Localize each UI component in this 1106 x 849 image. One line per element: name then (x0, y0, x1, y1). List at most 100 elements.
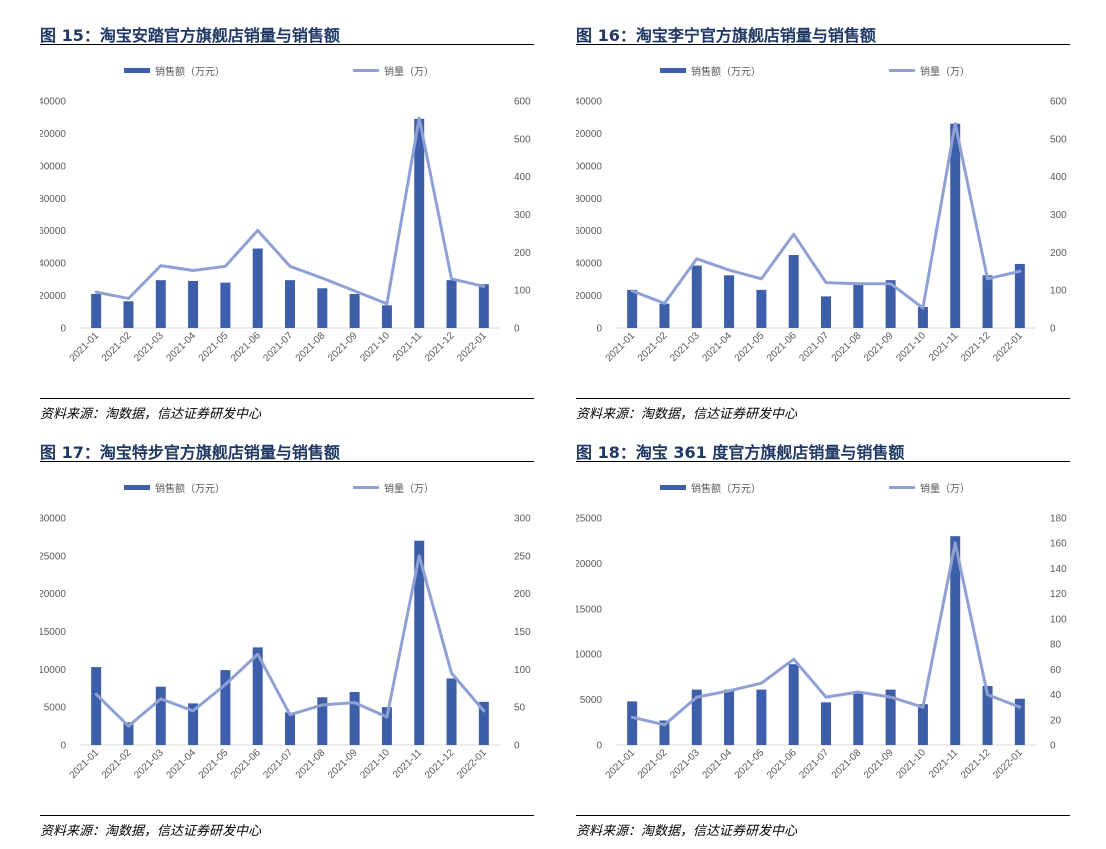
title-rule (576, 44, 1070, 45)
legend-label-line: 销量（万） (384, 482, 434, 495)
title-rule (40, 44, 534, 45)
source-note: 资料来源：淘数据，信达证券研发中心 (40, 824, 262, 839)
bar (414, 540, 425, 745)
bar (381, 305, 392, 328)
y-right-tick-label: 0 (1050, 324, 1056, 335)
legend-bar-swatch (660, 68, 686, 73)
y-left-tick-label: 10000 (40, 665, 66, 676)
x-tick-label: 2021-02 (636, 330, 670, 364)
bar (756, 689, 767, 745)
bar (91, 293, 102, 328)
y-right-tick-label: 600 (514, 97, 531, 108)
bar (478, 284, 489, 328)
bar (123, 301, 134, 328)
x-tick-label: 2021-04 (700, 747, 734, 781)
legend-label-line: 销量（万） (920, 65, 970, 78)
x-tick-label: 2021-05 (733, 747, 767, 781)
y-left-tick-label: 0 (60, 741, 66, 752)
combo-chart: 销售额（万元） 销量（万） 0 5000 10000 15000 20000 25000 300… (40, 482, 531, 781)
source-note: 资料来源：淘数据，信达证券研发中心 (576, 824, 798, 839)
x-tick-label: 2021-10 (358, 747, 392, 781)
combo-chart: 销售额（万元） 销量（万）0500010000150002000025000020… (576, 482, 1067, 781)
bar (724, 275, 735, 328)
y-left-tick-label: 20000 (576, 291, 602, 302)
legend-bar-swatch (124, 485, 150, 490)
x-tick-label: 2021-10 (894, 747, 928, 781)
x-tick-label: 2021-03 (132, 747, 166, 781)
y-left-tick-label: 120000 (40, 129, 66, 140)
y-left-tick-label: 30000 (40, 514, 66, 525)
bar (252, 647, 263, 745)
x-tick-label: 2021-12 (423, 330, 457, 364)
x-tick-label: 2021-06 (765, 747, 799, 781)
x-tick-label: 2021-10 (894, 330, 928, 364)
x-tick-label: 2021-07 (261, 330, 295, 364)
y-right-tick-label: 300 (514, 514, 531, 525)
chart-panel-anta: 图 15：淘宝安踏官方旗舰店销量与销售额 销售额（万元） 销量（万） 0 20000 4… (40, 22, 534, 432)
bar (349, 293, 360, 328)
bar (691, 689, 702, 745)
bar (950, 123, 961, 328)
y-right-tick-label: 80 (1050, 640, 1062, 651)
bar (220, 670, 231, 745)
bar (917, 306, 928, 328)
y-left-tick-label: 40000 (576, 259, 602, 270)
y-left-tick-label: 10000 (576, 650, 602, 661)
bar (91, 667, 102, 745)
x-tick-label: 2021-04 (164, 747, 198, 781)
bar (317, 288, 328, 328)
y-right-tick-label: 20 (1050, 715, 1062, 726)
x-tick-label: 2021-11 (391, 330, 425, 364)
combo-chart: 销售额（万元） 销量（万） 0 20000 40000 60000 80000 100000 1… (576, 65, 1067, 364)
bar (627, 701, 638, 745)
title-rule (40, 461, 534, 462)
x-tick-label: 2021-04 (164, 330, 198, 364)
x-tick-label: 2021-11 (391, 747, 425, 781)
y-left-tick-label: 60000 (40, 226, 66, 237)
y-right-tick-label: 250 (514, 551, 531, 562)
x-tick-label: 2021-09 (326, 330, 360, 364)
y-left-tick-label: 60000 (576, 226, 602, 237)
x-tick-label: 2021-05 (197, 330, 231, 364)
x-tick-label: 2021-01 (604, 747, 638, 781)
x-tick-label: 2021-03 (132, 330, 166, 364)
source-rule (576, 815, 1070, 816)
x-tick-label: 2022-01 (455, 747, 489, 781)
legend-label-bar: 销售额（万元） (155, 482, 225, 495)
bar (414, 118, 425, 328)
x-tick-label: 2021-09 (862, 747, 896, 781)
x-tick-label: 2021-12 (423, 747, 457, 781)
y-left-tick-label: 20000 (576, 559, 602, 570)
chart-panel-361: 图 18：淘宝 361 度官方旗舰店销量与销售额 销售额（万元） 销量（万） 0 50… (576, 439, 1070, 849)
y-left-tick-label: 15000 (40, 627, 66, 638)
bar (756, 289, 767, 328)
bar (446, 678, 457, 745)
line-series (630, 122, 1022, 310)
line-series (630, 541, 1022, 727)
x-tick-label: 2021-03 (668, 747, 702, 781)
y-right-tick-label: 0 (1050, 741, 1056, 752)
y-left-tick-label: 0 (60, 324, 66, 335)
y-left-tick-label: 100000 (576, 161, 602, 172)
y-right-tick-label: 50 (514, 703, 526, 714)
bar (724, 689, 735, 745)
x-tick-label: 2021-09 (862, 330, 896, 364)
y-right-tick-label: 400 (514, 172, 531, 183)
source-rule (576, 398, 1070, 399)
legend-label-line: 销量（万） (384, 65, 434, 78)
y-left-tick-label: 25000 (576, 514, 602, 525)
bar (950, 536, 961, 745)
x-tick-label: 2021-01 (604, 330, 638, 364)
y-left-tick-label: 25000 (40, 551, 66, 562)
figure-title: 图 17：淘宝特步官方旗舰店销量与销售额 (40, 443, 340, 462)
y-right-tick-label: 60 (1050, 665, 1062, 676)
bar (885, 689, 896, 745)
bar (853, 285, 864, 328)
legend-bar-swatch (660, 485, 686, 490)
y-left-tick-label: 140000 (40, 97, 66, 108)
chart-panel-lining: 图 16：淘宝李宁官方旗舰店销量与销售额 销售额（万元） 销量（万） 0 20000 4… (576, 22, 1070, 432)
y-right-tick-label: 500 (1050, 134, 1067, 145)
bar (982, 685, 993, 745)
x-tick-label: 2021-08 (294, 747, 328, 781)
y-left-tick-label: 120000 (576, 129, 602, 140)
